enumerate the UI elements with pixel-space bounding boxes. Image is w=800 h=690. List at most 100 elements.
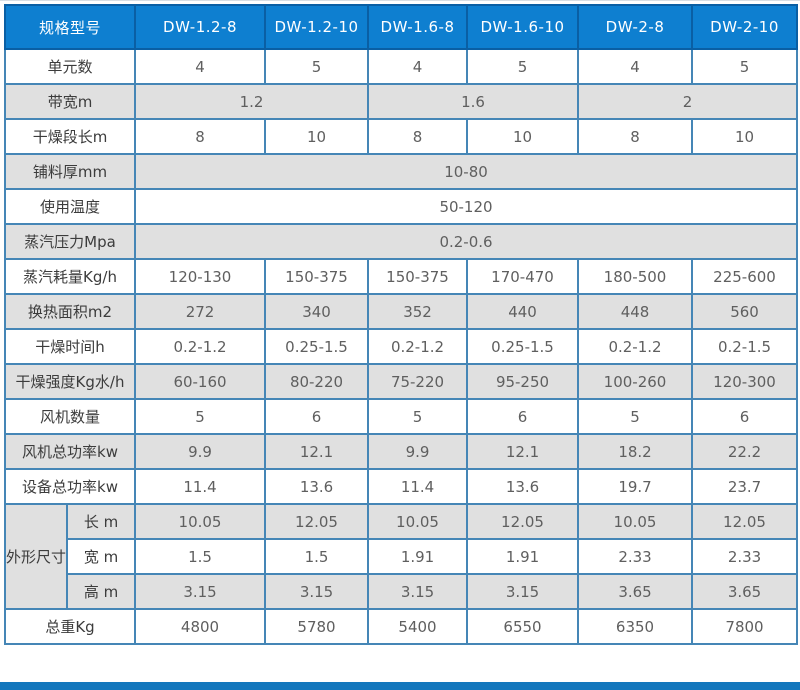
row-label: 设备总功率kw [3, 468, 137, 505]
row-temperature: 使用温度 50-120 [3, 188, 799, 225]
model-header: DW-1.6-8 [367, 4, 469, 50]
row-drying-intensity: 干燥强度Kg水/h 60-160 80-220 75-220 95-250 10… [3, 363, 799, 400]
cell: 3.15 [466, 573, 580, 610]
row-belt-width: 带宽m 1.2 1.6 2 [3, 83, 799, 120]
cell: 9.9 [134, 433, 267, 470]
cell: 12.1 [466, 433, 580, 470]
row-drying-time: 干燥时间h 0.2-1.2 0.25-1.5 0.2-1.2 0.25-1.5 … [3, 328, 799, 365]
cell: 120-300 [691, 363, 799, 400]
cell: 95-250 [466, 363, 580, 400]
cell: 5 [577, 398, 694, 435]
cell: 10.05 [367, 503, 469, 540]
row-label: 铺料厚mm [3, 153, 137, 190]
cell: 225-600 [691, 258, 799, 295]
row-drying-length: 干燥段长m 8 10 8 10 8 10 [3, 118, 799, 155]
cell: 1.5 [134, 538, 267, 575]
cell: 0.2-0.6 [134, 223, 799, 260]
row-label: 总重Kg [3, 608, 137, 645]
cell: 6350 [577, 608, 694, 645]
cell: 10 [691, 118, 799, 155]
cell: 0.2-1.2 [134, 328, 267, 365]
row-label: 干燥段长m [3, 118, 137, 155]
cell: 4 [577, 48, 694, 85]
model-header: DW-2-8 [577, 4, 694, 50]
cell: 4 [134, 48, 267, 85]
header-row: 规格型号 DW-1.2-8 DW-1.2-10 DW-1.6-8 DW-1.6-… [3, 4, 799, 50]
cell: 8 [577, 118, 694, 155]
model-header: DW-1.6-10 [466, 4, 580, 50]
row-layer-thickness: 铺料厚mm 10-80 [3, 153, 799, 190]
row-label: 风机总功率kw [3, 433, 137, 470]
cell: 22.2 [691, 433, 799, 470]
cell: 0.2-1.2 [367, 328, 469, 365]
cell: 2.33 [691, 538, 799, 575]
cell: 12.1 [264, 433, 370, 470]
row-total-weight: 总重Kg 4800 5780 5400 6550 6350 7800 [3, 608, 799, 645]
row-heat-exchange-area: 换热面积m2 272 340 352 440 448 560 [3, 293, 799, 330]
cell: 1.91 [367, 538, 469, 575]
cell: 19.7 [577, 468, 694, 505]
cell: 11.4 [134, 468, 267, 505]
row-label: 干燥强度Kg水/h [3, 363, 137, 400]
dimension-sub-label: 长 m [65, 503, 137, 540]
dimensions-group-label: 外形尺寸 [4, 503, 68, 610]
cell: 3.15 [367, 573, 469, 610]
cell: 2.33 [577, 538, 694, 575]
model-header: DW-1.2-8 [134, 4, 267, 50]
cell: 150-375 [367, 258, 469, 295]
cell: 150-375 [264, 258, 370, 295]
row-fan-count: 风机数量 5 6 5 6 5 6 [3, 398, 799, 435]
cell: 6 [264, 398, 370, 435]
cell: 12.05 [691, 503, 799, 540]
cell: 5 [691, 48, 799, 85]
cell: 0.25-1.5 [264, 328, 370, 365]
cell: 6 [466, 398, 580, 435]
cell: 180-500 [577, 258, 694, 295]
cell: 10.05 [134, 503, 267, 540]
cell: 60-160 [134, 363, 267, 400]
cell: 5 [264, 48, 370, 85]
cell: 272 [134, 293, 267, 330]
cell: 560 [691, 293, 799, 330]
dimension-sub-label: 宽 m [65, 538, 137, 575]
cell: 7800 [691, 608, 799, 645]
row-label: 换热面积m2 [3, 293, 137, 330]
cell: 23.7 [691, 468, 799, 505]
cell: 4 [367, 48, 469, 85]
cell: 13.6 [264, 468, 370, 505]
row-dimension-length: 外形尺寸 长 m 10.05 12.05 10.05 12.05 10.05 1… [4, 503, 799, 610]
cell: 3.15 [134, 573, 267, 610]
cell: 120-130 [134, 258, 267, 295]
cell: 5 [134, 398, 267, 435]
cell: 2 [577, 83, 799, 120]
row-label: 带宽m [3, 83, 137, 120]
cell: 75-220 [367, 363, 469, 400]
row-label: 单元数 [3, 48, 137, 85]
spec-table: 规格型号 DW-1.2-8 DW-1.2-10 DW-1.6-8 DW-1.6-… [3, 4, 799, 645]
cell: 6 [691, 398, 799, 435]
cell: 340 [264, 293, 370, 330]
dimension-sub-label: 高 m [65, 573, 137, 610]
cell: 3.65 [691, 573, 799, 610]
corner-header-cell: 规格型号 [3, 4, 137, 50]
cell: 5 [367, 398, 469, 435]
row-fan-total-power: 风机总功率kw 9.9 12.1 9.9 12.1 18.2 22.2 [3, 433, 799, 470]
cell: 8 [367, 118, 469, 155]
cell: 4800 [134, 608, 267, 645]
row-label: 蒸汽耗量Kg/h [3, 258, 137, 295]
row-dimension-width: 宽 m 1.5 1.5 1.91 1.91 2.33 2.33 [5, 538, 799, 575]
model-header: DW-1.2-10 [264, 4, 370, 50]
model-header: DW-2-10 [691, 4, 799, 50]
cell: 1.91 [466, 538, 580, 575]
row-unit-count: 单元数 4 5 4 5 4 5 [3, 48, 799, 85]
cell: 10-80 [134, 153, 799, 190]
cell: 3.65 [577, 573, 694, 610]
cell: 170-470 [466, 258, 580, 295]
cell: 1.5 [264, 538, 370, 575]
cell: 12.05 [264, 503, 370, 540]
row-label: 使用温度 [3, 188, 137, 225]
cell: 5 [466, 48, 580, 85]
cell: 1.2 [134, 83, 370, 120]
cell: 100-260 [577, 363, 694, 400]
cell: 0.2-1.2 [577, 328, 694, 365]
